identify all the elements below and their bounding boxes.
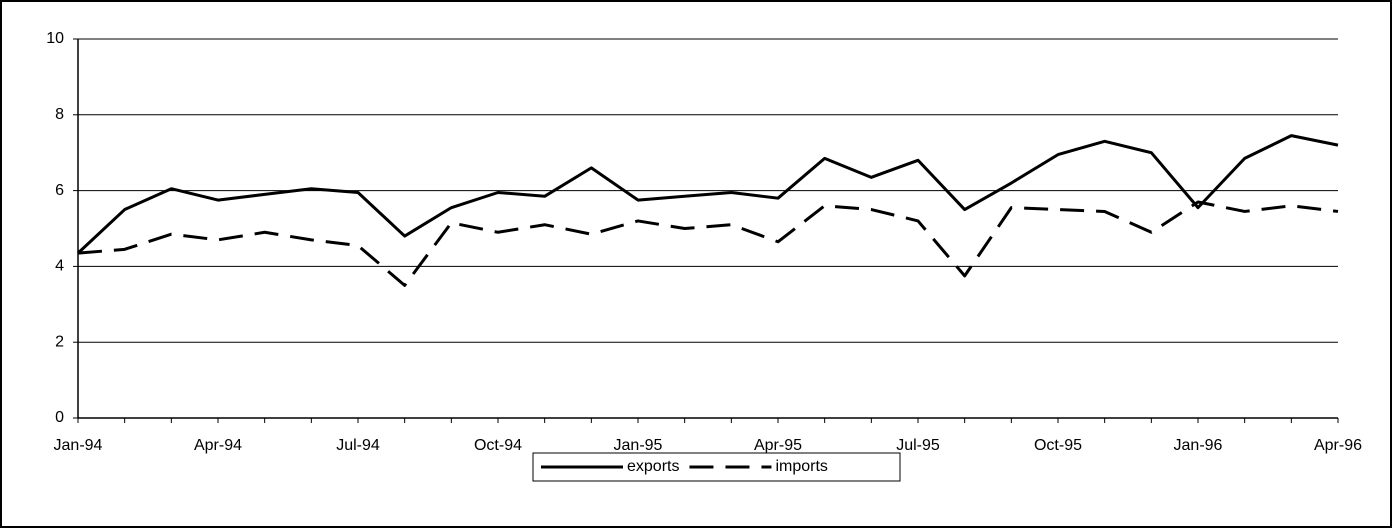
y-tick-label: 6 bbox=[55, 182, 64, 199]
y-tick-label: 4 bbox=[55, 258, 64, 275]
series-line bbox=[76, 134, 1339, 255]
x-tick-label: Apr-95 bbox=[754, 437, 802, 454]
x-tick-label: Apr-96 bbox=[1314, 437, 1362, 454]
series-line bbox=[77, 200, 1339, 287]
y-tick-label: 8 bbox=[55, 106, 64, 123]
y-tick-label: 2 bbox=[55, 333, 64, 350]
x-tick-label: Jan-95 bbox=[614, 437, 663, 454]
x-tick-label: Jul-95 bbox=[896, 437, 940, 454]
legend-label: exports bbox=[627, 458, 679, 475]
y-tick-label: 10 bbox=[46, 30, 64, 47]
legend-label: imports bbox=[775, 458, 827, 475]
x-tick-label: Jan-96 bbox=[1174, 437, 1223, 454]
x-tick-label: Jan-94 bbox=[54, 437, 103, 454]
x-tick-label: Oct-94 bbox=[474, 437, 522, 454]
x-tick-label: Jul-94 bbox=[336, 437, 380, 454]
x-tick-label: Oct-95 bbox=[1034, 437, 1082, 454]
x-tick-label: Apr-94 bbox=[194, 437, 242, 454]
y-tick-label: 0 bbox=[55, 409, 64, 426]
